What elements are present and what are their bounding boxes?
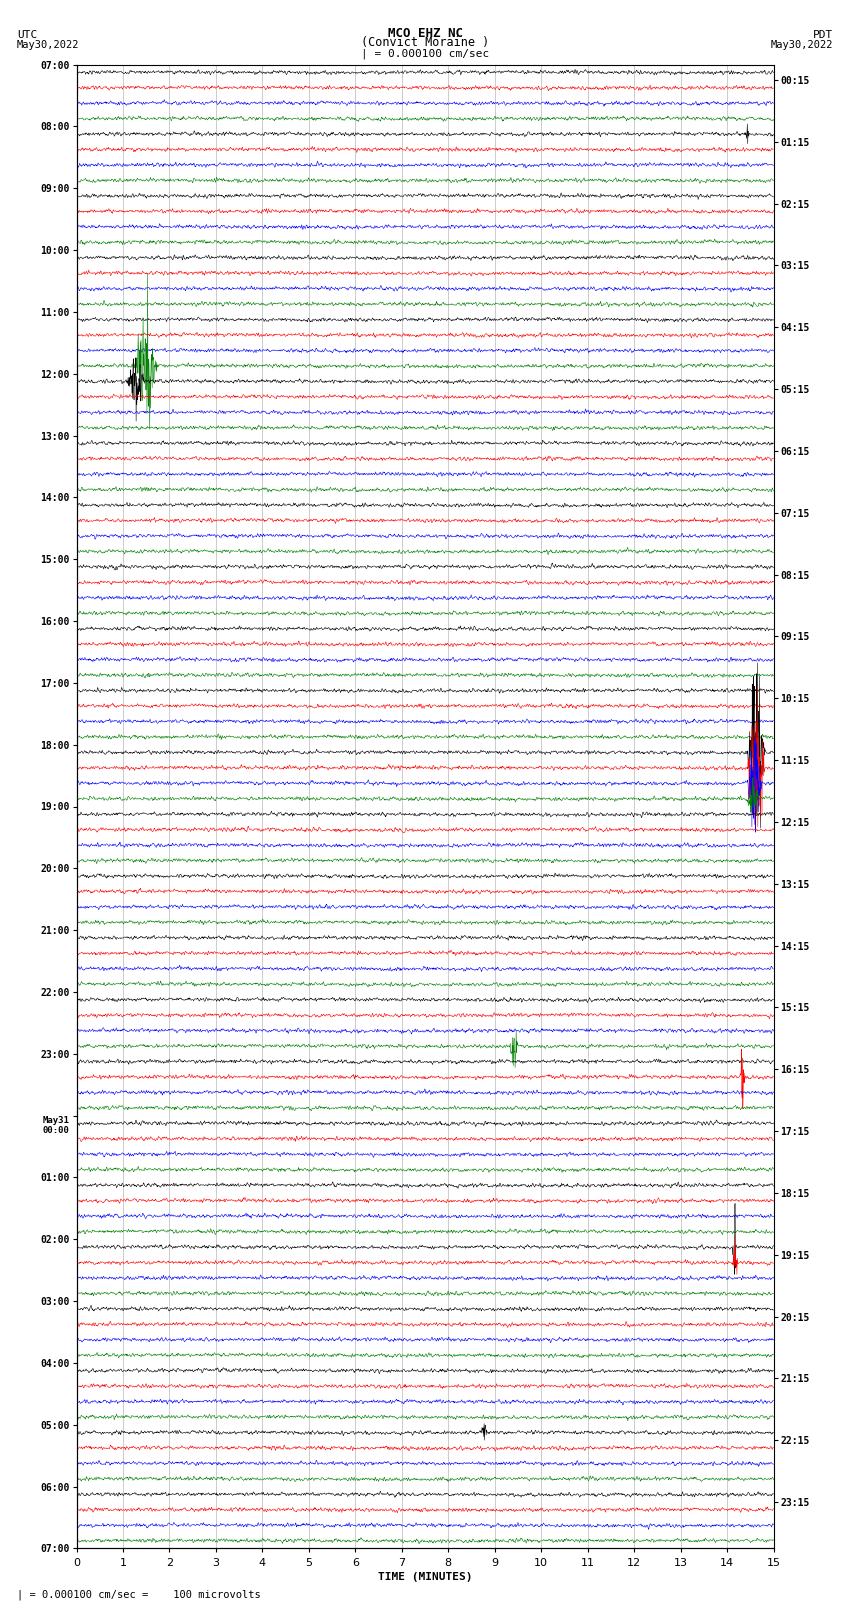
Text: MCO EHZ NC: MCO EHZ NC <box>388 26 462 39</box>
Text: UTC: UTC <box>17 31 37 40</box>
Text: | = 0.000100 cm/sec =    100 microvolts: | = 0.000100 cm/sec = 100 microvolts <box>17 1589 261 1600</box>
Text: | = 0.000100 cm/sec: | = 0.000100 cm/sec <box>361 48 489 58</box>
Text: (Convict Moraine ): (Convict Moraine ) <box>361 35 489 50</box>
Text: May30,2022: May30,2022 <box>17 40 80 50</box>
Text: May30,2022: May30,2022 <box>770 40 833 50</box>
X-axis label: TIME (MINUTES): TIME (MINUTES) <box>377 1571 473 1582</box>
Text: PDT: PDT <box>813 31 833 40</box>
Text: May31
00:00: May31 00:00 <box>42 1116 70 1136</box>
